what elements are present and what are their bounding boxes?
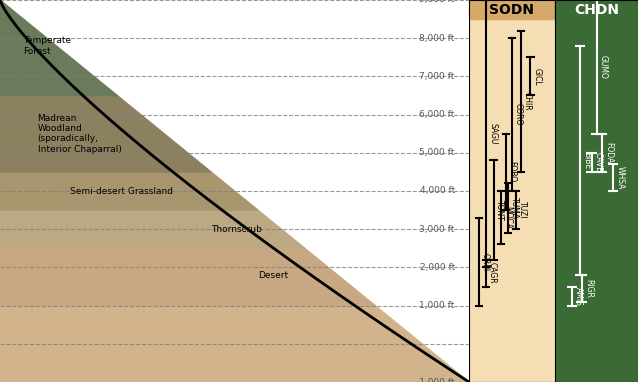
Text: CHDN: CHDN: [574, 3, 619, 16]
Text: Semi-desert Grassland: Semi-desert Grassland: [70, 186, 174, 196]
Polygon shape: [0, 172, 258, 210]
Text: 3,000 ft: 3,000 ft: [420, 225, 455, 234]
Text: WHSA: WHSA: [616, 166, 625, 189]
Text: GUMO: GUMO: [599, 55, 608, 79]
Text: TUZI: TUZI: [517, 201, 526, 219]
Text: CORO: CORO: [514, 104, 523, 126]
Text: Temperate
Forest: Temperate Forest: [24, 36, 71, 55]
Text: Thornscrub: Thornscrub: [211, 225, 262, 234]
Polygon shape: [0, 210, 305, 248]
Polygon shape: [0, 96, 211, 172]
Text: Desert: Desert: [258, 270, 288, 280]
Text: 2,000 ft: 2,000 ft: [420, 263, 455, 272]
Bar: [555, 0, 638, 19]
Polygon shape: [0, 306, 469, 382]
Text: CAGR: CAGR: [488, 262, 497, 284]
Text: SAGU: SAGU: [488, 123, 497, 144]
Polygon shape: [0, 0, 117, 96]
Text: AMIS: AMIS: [574, 286, 583, 306]
Text: CHIR: CHIR: [523, 92, 531, 110]
Text: 8,000 ft: 8,000 ft: [420, 34, 455, 43]
Text: ORPI: ORPI: [480, 253, 489, 271]
Text: RIGR: RIGR: [584, 279, 593, 298]
Text: TONT: TONT: [495, 200, 505, 220]
Text: Madrean
Woodland
(sporadically,
Interior Chaparral): Madrean Woodland (sporadically, Interior…: [38, 113, 121, 154]
Text: GICL: GICL: [532, 68, 541, 85]
Text: 1,000 ft: 1,000 ft: [420, 301, 455, 310]
Text: 6,000 ft: 6,000 ft: [420, 110, 455, 119]
Text: 5,000 ft: 5,000 ft: [420, 148, 455, 157]
Bar: [469, 0, 555, 19]
Text: 4,000 ft: 4,000 ft: [420, 186, 455, 196]
Text: 9,000 ft: 9,000 ft: [420, 0, 455, 5]
Text: BIBE: BIBE: [582, 152, 591, 169]
Text: -1,000 ft: -1,000 ft: [416, 377, 455, 382]
Text: CAVE: CAVE: [594, 152, 603, 172]
Text: MOCA: MOCA: [503, 206, 512, 229]
Text: 7,000 ft: 7,000 ft: [420, 72, 455, 81]
Text: SODN: SODN: [489, 3, 535, 16]
Polygon shape: [0, 248, 375, 306]
Text: TUMA: TUMA: [510, 197, 519, 219]
Text: FODA: FODA: [604, 142, 613, 163]
Text: FOBO: FOBO: [508, 161, 517, 183]
